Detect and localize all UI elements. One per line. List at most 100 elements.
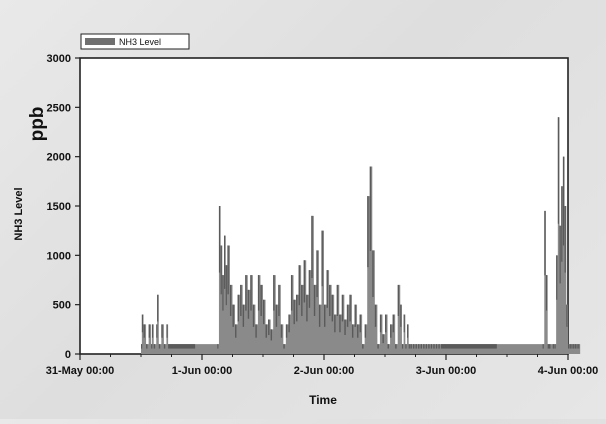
y-axis-unit: ppb bbox=[27, 107, 48, 142]
y-tick-label: 1000 bbox=[47, 250, 71, 262]
data-bar bbox=[362, 344, 364, 349]
x-tick-label: 31-May 00:00 bbox=[46, 365, 115, 377]
data-bar bbox=[153, 344, 156, 349]
data-bar bbox=[552, 344, 554, 349]
data-bar bbox=[235, 324, 237, 338]
y-tick-label: 1500 bbox=[47, 201, 71, 213]
data-bar bbox=[392, 314, 395, 333]
legend-swatch bbox=[85, 38, 115, 45]
data-bar bbox=[423, 344, 425, 349]
data-bar bbox=[265, 324, 267, 338]
y-axis: 0 500 1000 1500 2000 2500 3000 bbox=[47, 53, 80, 361]
data-bar bbox=[146, 344, 148, 349]
data-bar bbox=[403, 314, 405, 333]
data-bar bbox=[250, 275, 252, 311]
data-bar bbox=[336, 284, 339, 317]
data-bar bbox=[556, 255, 558, 300]
data-bar bbox=[293, 299, 295, 325]
data-bar bbox=[351, 324, 354, 338]
data-bar bbox=[400, 304, 402, 327]
data-bar bbox=[542, 344, 544, 349]
data-bar bbox=[257, 275, 260, 311]
data-bar bbox=[412, 344, 415, 349]
data-bar bbox=[245, 275, 247, 311]
data-bar bbox=[232, 304, 234, 327]
data-bar bbox=[346, 304, 349, 327]
data-bar bbox=[306, 294, 308, 322]
data-bar bbox=[571, 344, 573, 349]
data-bar bbox=[148, 324, 151, 338]
data-bar bbox=[166, 324, 168, 338]
data-bar bbox=[578, 344, 580, 349]
y-tick-label: 2000 bbox=[47, 152, 71, 164]
legend-label: NH3 Level bbox=[119, 37, 161, 47]
data-bar bbox=[158, 344, 161, 349]
data-bar bbox=[141, 314, 144, 333]
data-bar bbox=[163, 344, 166, 349]
data-bar bbox=[569, 344, 571, 349]
data-bar bbox=[227, 245, 229, 295]
data-bar bbox=[568, 344, 570, 349]
data-bar bbox=[275, 304, 278, 327]
data-bar bbox=[324, 304, 326, 327]
data-bar bbox=[559, 225, 561, 284]
data-bar bbox=[283, 344, 285, 349]
data-bar bbox=[263, 299, 265, 325]
data-bar bbox=[354, 304, 356, 327]
data-bar bbox=[405, 344, 407, 349]
data-bar bbox=[339, 314, 341, 333]
data-bar bbox=[301, 284, 303, 317]
data-bar bbox=[425, 344, 428, 349]
data-bar bbox=[564, 206, 566, 273]
data-bar bbox=[401, 344, 404, 349]
data-bar bbox=[290, 275, 293, 311]
data-bar bbox=[430, 344, 433, 349]
data-bar bbox=[547, 344, 551, 349]
data-bar bbox=[364, 324, 367, 338]
data-bar bbox=[397, 284, 400, 317]
data-bar bbox=[387, 344, 389, 349]
data-bar bbox=[420, 344, 422, 349]
data-bar bbox=[440, 344, 497, 349]
data-bar bbox=[151, 344, 153, 349]
data-bar bbox=[143, 324, 145, 338]
data-bar bbox=[377, 344, 379, 349]
data-bar bbox=[390, 324, 392, 338]
data-bar bbox=[357, 324, 359, 338]
data-bar bbox=[574, 344, 576, 349]
data-bar bbox=[554, 344, 556, 349]
x-tick-label: 3-Jun 00:00 bbox=[416, 365, 477, 377]
data-bar bbox=[152, 324, 154, 338]
data-bar bbox=[326, 270, 328, 308]
data-bar bbox=[428, 344, 430, 349]
y-tick-label: 3000 bbox=[47, 53, 71, 65]
data-bar bbox=[410, 344, 412, 349]
y-tick-label: 2500 bbox=[47, 102, 71, 114]
data-bar bbox=[161, 324, 163, 338]
data-bar bbox=[168, 344, 196, 349]
data-bar bbox=[545, 275, 548, 311]
data-bar bbox=[222, 275, 224, 311]
x-tick-label: 2-Jun 00:00 bbox=[294, 365, 355, 377]
data-bar bbox=[268, 319, 270, 336]
data-bar bbox=[382, 334, 384, 344]
data-bar bbox=[240, 284, 242, 317]
data-bar bbox=[407, 324, 409, 338]
data-bar bbox=[313, 284, 316, 317]
data-bar bbox=[557, 117, 560, 224]
data-bar bbox=[385, 314, 387, 333]
x-axis: 31-May 00:00 1-Jun 00:00 2-Jun 00:00 3-Jun … bbox=[46, 354, 598, 377]
data-bar bbox=[372, 250, 374, 298]
data-bar bbox=[303, 260, 306, 303]
data-bar bbox=[157, 294, 159, 322]
data-bar bbox=[285, 324, 288, 338]
data-bar bbox=[576, 344, 578, 349]
data-bar bbox=[395, 344, 397, 349]
data-bar bbox=[349, 294, 351, 322]
data-bar bbox=[273, 275, 275, 311]
legend-box bbox=[80, 33, 190, 50]
data-bar bbox=[288, 314, 290, 333]
data-bar bbox=[296, 294, 298, 322]
